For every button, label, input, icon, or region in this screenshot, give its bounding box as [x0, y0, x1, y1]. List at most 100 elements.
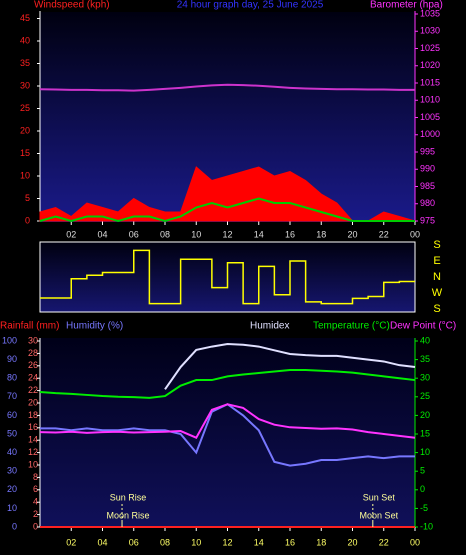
- annotation: Sun Rise: [110, 492, 147, 502]
- y-tick-label: W: [432, 287, 443, 299]
- y-tick-label: 40: [7, 447, 17, 457]
- y-tick-label: 15: [20, 148, 30, 158]
- y-tick-label: 6: [33, 484, 38, 494]
- y-tick-label: 90: [7, 354, 17, 364]
- y-tick-label: 20: [20, 125, 30, 135]
- y-tick-label: 16: [28, 422, 38, 432]
- legend-entry: Temperature (°C): [313, 321, 390, 332]
- x-tick-label: 08: [160, 229, 170, 239]
- y-tick-label: 4: [33, 497, 38, 507]
- y-tick-label: 35: [420, 354, 430, 364]
- y-tick-label: 20: [7, 484, 17, 494]
- x-tick-label: 04: [97, 537, 107, 547]
- y-tick-label: 15: [420, 428, 430, 438]
- wind-area: [39, 166, 416, 222]
- y-tick-label: 980: [420, 198, 435, 208]
- legend-entry: Humidity (%): [66, 321, 123, 332]
- y-tick-label: 1000: [420, 129, 440, 139]
- x-tick-label: 10: [191, 537, 201, 547]
- y-tick-label: -5: [420, 503, 428, 513]
- y-tick-label: 35: [20, 58, 30, 68]
- series-line: [39, 369, 416, 399]
- y-tick-label: 1025: [420, 43, 440, 53]
- y-tick-label: 2: [33, 509, 38, 519]
- y-tick-label: 25: [420, 391, 430, 401]
- y-tick-label: 0: [33, 521, 38, 531]
- y-tick-label: 30: [7, 466, 17, 476]
- x-tick-label: 16: [285, 537, 295, 547]
- y-tick-label: 10: [28, 459, 38, 469]
- x-tick-label: 02: [66, 537, 76, 547]
- series-line: [40, 249, 415, 305]
- legend-entry: Humidex: [250, 321, 289, 332]
- x-tick-label: 18: [316, 229, 326, 239]
- y-tick-label: 12: [28, 447, 38, 457]
- y-tick-label: 990: [420, 164, 435, 174]
- x-tick-label: 12: [222, 537, 232, 547]
- series-line: [39, 403, 416, 439]
- y-tick-label: 28: [28, 348, 38, 358]
- x-tick-label: 02: [66, 229, 76, 239]
- x-tick-label: 06: [129, 537, 139, 547]
- series-line: [39, 197, 415, 223]
- x-tick-label: 22: [379, 229, 389, 239]
- y-tick-label: 1035: [420, 8, 440, 18]
- y-axis-label: Windspeed (kph): [34, 0, 110, 11]
- y-tick-label: 10: [7, 503, 17, 513]
- chart-title: 24 hour graph day, 25 June 2025: [177, 0, 324, 11]
- x-tick-label: 16: [285, 229, 295, 239]
- x-tick-label: 00: [410, 537, 420, 547]
- y-tick-label: 30: [420, 373, 430, 383]
- y-tick-label: 26: [28, 360, 38, 370]
- y-tick-label: E: [433, 255, 440, 267]
- annotation: Moon Rise: [107, 510, 150, 520]
- y-tick-label: 24: [28, 373, 38, 383]
- y-tick-label: 30: [20, 80, 30, 90]
- x-tick-label: 04: [97, 229, 107, 239]
- x-tick-label: 20: [347, 537, 357, 547]
- y-tick-label: 1005: [420, 112, 440, 122]
- y-tick-label: 0: [25, 215, 30, 225]
- y-tick-label: 1010: [420, 95, 440, 105]
- x-tick-label: 20: [347, 229, 357, 239]
- y-tick-label: 80: [7, 373, 17, 383]
- x-tick-label: 14: [254, 537, 264, 547]
- y-tick-label: 1015: [420, 77, 440, 87]
- y-tick-label: 1030: [420, 26, 440, 36]
- y-tick-label: 70: [7, 391, 17, 401]
- series-line: [39, 83, 415, 92]
- y-tick-label: 25: [20, 103, 30, 113]
- x-tick-label: 14: [254, 229, 264, 239]
- y-tick-label: 22: [28, 385, 38, 395]
- y-tick-label: 20: [420, 410, 430, 420]
- y-tick-label: 45: [20, 13, 30, 23]
- y-tick-label: 10: [20, 170, 30, 180]
- y-tick-label: 5: [420, 466, 425, 476]
- y-tick-label: S: [433, 303, 440, 315]
- y-tick-label: 30: [28, 335, 38, 345]
- y-tick-label: 1020: [420, 60, 440, 70]
- y-tick-label: 5: [25, 193, 30, 203]
- y-tick-label: 0: [12, 521, 17, 531]
- legend-entry: Rainfall (mm): [0, 321, 59, 332]
- x-tick-label: 10: [191, 229, 201, 239]
- y-tick-label: 8: [33, 472, 38, 482]
- annotation: Sun Set: [363, 492, 396, 502]
- x-tick-label: 06: [129, 229, 139, 239]
- y-tick-label: 60: [7, 410, 17, 420]
- x-tick-label: 18: [316, 537, 326, 547]
- annotation: Moon Set: [360, 510, 399, 520]
- y-tick-label: 985: [420, 181, 435, 191]
- y-tick-label: 10: [420, 447, 430, 457]
- y-tick-label: S: [433, 239, 440, 251]
- y-tick-label: N: [433, 271, 441, 283]
- y-tick-label: 20: [28, 397, 38, 407]
- y-tick-label: 18: [28, 410, 38, 420]
- y-tick-label: 40: [420, 335, 430, 345]
- series-line: [164, 342, 416, 390]
- x-tick-label: 00: [410, 229, 420, 239]
- y-tick-label: 14: [28, 435, 38, 445]
- x-tick-label: 08: [160, 537, 170, 547]
- y-tick-label: 40: [20, 35, 30, 45]
